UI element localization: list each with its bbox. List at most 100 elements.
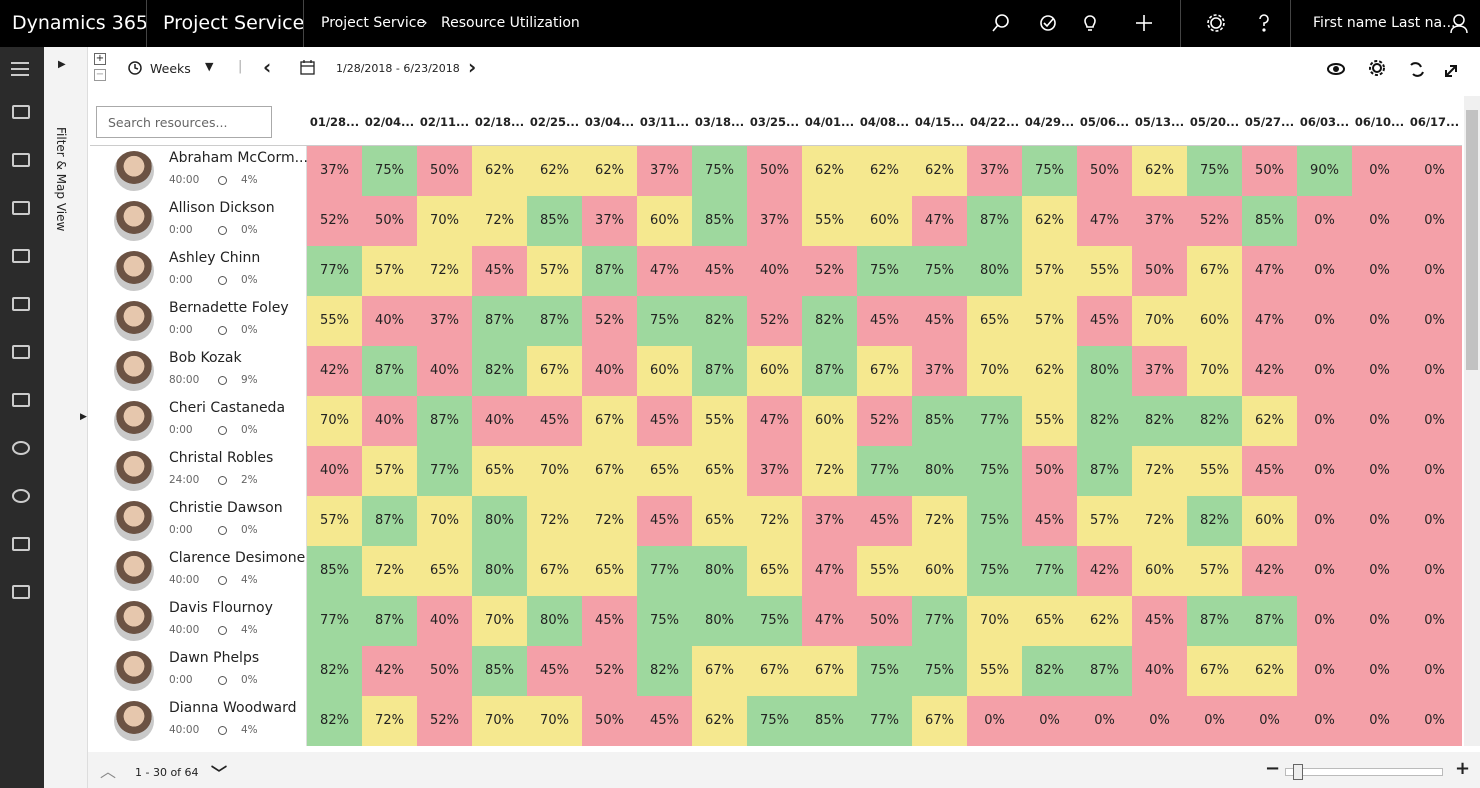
utilization-cell[interactable]: 47% — [802, 546, 857, 596]
utilization-cell[interactable]: 0% — [1297, 646, 1352, 696]
utilization-cell[interactable]: 57% — [307, 496, 362, 546]
utilization-cell[interactable]: 72% — [362, 546, 417, 596]
utilization-cell[interactable]: 0% — [1022, 696, 1077, 746]
utilization-cell[interactable]: 55% — [307, 296, 362, 346]
utilization-cell[interactable]: 0% — [1352, 546, 1407, 596]
utilization-cell[interactable]: 72% — [472, 196, 527, 246]
utilization-cell[interactable]: 52% — [582, 646, 637, 696]
utilization-cell[interactable]: 77% — [857, 696, 912, 746]
utilization-cell[interactable]: 0% — [1077, 696, 1132, 746]
utilization-cell[interactable]: 50% — [1077, 146, 1132, 196]
utilization-cell[interactable]: 0% — [1352, 146, 1407, 196]
utilization-cell[interactable]: 82% — [1187, 496, 1242, 546]
utilization-cell[interactable]: 82% — [692, 296, 747, 346]
utilization-cell[interactable]: 80% — [527, 596, 582, 646]
utilization-cell[interactable]: 57% — [362, 446, 417, 496]
utilization-cell[interactable]: 72% — [912, 496, 967, 546]
utilization-cell[interactable]: 52% — [802, 246, 857, 296]
nav-item[interactable] — [12, 201, 30, 215]
utilization-cell[interactable]: 87% — [1242, 596, 1297, 646]
utilization-cell[interactable]: 87% — [472, 296, 527, 346]
utilization-cell[interactable]: 45% — [1242, 446, 1297, 496]
nav-item[interactable] — [12, 249, 30, 263]
utilization-cell[interactable]: 52% — [857, 396, 912, 446]
utilization-cell[interactable]: 40% — [747, 246, 802, 296]
utilization-cell[interactable]: 87% — [582, 246, 637, 296]
utilization-cell[interactable]: 0% — [1297, 296, 1352, 346]
utilization-cell[interactable]: 70% — [1132, 296, 1187, 346]
utilization-cell[interactable]: 0% — [1297, 696, 1352, 746]
utilization-cell[interactable]: 37% — [417, 296, 472, 346]
utilization-cell[interactable]: 45% — [692, 246, 747, 296]
utilization-cell[interactable]: 87% — [362, 346, 417, 396]
utilization-cell[interactable]: 0% — [1407, 596, 1462, 646]
nav-item[interactable] — [12, 537, 30, 551]
utilization-cell[interactable]: 0% — [967, 696, 1022, 746]
utilization-cell[interactable]: 0% — [1352, 196, 1407, 246]
utilization-cell[interactable]: 40% — [417, 346, 472, 396]
utilization-cell[interactable]: 80% — [472, 496, 527, 546]
utilization-cell[interactable]: 85% — [802, 696, 857, 746]
utilization-cell[interactable]: 0% — [1407, 546, 1462, 596]
utilization-cell[interactable]: 87% — [362, 596, 417, 646]
zoom-slider[interactable] — [1285, 768, 1443, 776]
utilization-cell[interactable]: 42% — [362, 646, 417, 696]
utilization-cell[interactable]: 0% — [1407, 496, 1462, 546]
utilization-cell[interactable]: 62% — [1242, 646, 1297, 696]
utilization-cell[interactable]: 72% — [747, 496, 802, 546]
utilization-cell[interactable]: 0% — [1407, 246, 1462, 296]
utilization-cell[interactable]: 87% — [802, 346, 857, 396]
utilization-cell[interactable]: 0% — [1297, 596, 1352, 646]
next[interactable]: › — [468, 55, 477, 79]
utilization-cell[interactable]: 50% — [1132, 246, 1187, 296]
utilization-cell[interactable]: 75% — [747, 596, 802, 646]
utilization-cell[interactable]: 60% — [857, 196, 912, 246]
utilization-cell[interactable]: 70% — [472, 596, 527, 646]
utilization-cell[interactable]: 0% — [1352, 346, 1407, 396]
utilization-cell[interactable]: 77% — [967, 396, 1022, 446]
scrollbar[interactable] — [1464, 96, 1480, 746]
utilization-cell[interactable]: 0% — [1407, 646, 1462, 696]
utilization-cell[interactable]: 0% — [1407, 296, 1462, 346]
utilization-cell[interactable]: 85% — [527, 196, 582, 246]
utilization-cell[interactable]: 70% — [417, 496, 472, 546]
utilization-cell[interactable]: 0% — [1407, 696, 1462, 746]
utilization-cell[interactable]: 37% — [912, 346, 967, 396]
utilization-cell[interactable]: 75% — [692, 146, 747, 196]
utilization-cell[interactable]: 70% — [527, 446, 582, 496]
page-up[interactable]: ︿ — [100, 762, 117, 781]
utilization-cell[interactable]: 85% — [307, 546, 362, 596]
utilization-cell[interactable]: 67% — [802, 646, 857, 696]
settings-help[interactable] — [1205, 12, 1275, 36]
nav-item[interactable] — [12, 105, 30, 119]
utilization-cell[interactable]: 67% — [1187, 246, 1242, 296]
utilization-cell[interactable]: 82% — [307, 646, 362, 696]
expand-arrow[interactable]: ▶ — [58, 59, 66, 70]
utilization-cell[interactable]: 0% — [1352, 296, 1407, 346]
utilization-cell[interactable]: 85% — [1242, 196, 1297, 246]
utilization-cell[interactable]: 75% — [1022, 146, 1077, 196]
utilization-cell[interactable]: 67% — [582, 446, 637, 496]
utilization-cell[interactable]: 0% — [1297, 346, 1352, 396]
utilization-cell[interactable]: 40% — [307, 446, 362, 496]
utilization-cell[interactable]: 67% — [582, 396, 637, 446]
utilization-cell[interactable]: 67% — [1187, 646, 1242, 696]
utilization-cell[interactable]: 62% — [1242, 396, 1297, 446]
utilization-cell[interactable]: 77% — [912, 596, 967, 646]
utilization-cell[interactable]: 65% — [747, 546, 802, 596]
utilization-cell[interactable]: 75% — [912, 646, 967, 696]
user-name[interactable]: First name Last na... — [1313, 15, 1456, 31]
utilization-cell[interactable]: 70% — [417, 196, 472, 246]
utilization-cell[interactable]: 60% — [1132, 546, 1187, 596]
utilization-cell[interactable]: 62% — [802, 146, 857, 196]
utilization-cell[interactable]: 52% — [747, 296, 802, 346]
expand-all[interactable]: + — [94, 53, 106, 65]
utilization-cell[interactable]: 47% — [637, 246, 692, 296]
utilization-cell[interactable]: 67% — [527, 546, 582, 596]
period-dropdown[interactable]: ▼ — [205, 60, 214, 73]
utilization-cell[interactable]: 45% — [637, 396, 692, 446]
utilization-cell[interactable]: 75% — [1187, 146, 1242, 196]
utilization-cell[interactable]: 0% — [1352, 696, 1407, 746]
utilization-cell[interactable]: 75% — [362, 146, 417, 196]
utilization-cell[interactable]: 45% — [1077, 296, 1132, 346]
